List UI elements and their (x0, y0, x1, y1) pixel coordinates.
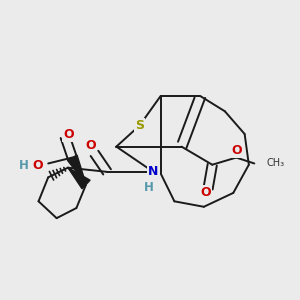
Text: H: H (144, 182, 154, 194)
Text: O: O (201, 186, 211, 199)
Text: O: O (86, 139, 96, 152)
Polygon shape (68, 168, 90, 189)
Polygon shape (67, 155, 86, 184)
Text: O: O (232, 143, 242, 157)
Text: O: O (63, 128, 74, 141)
Text: S: S (135, 119, 144, 132)
Text: N: N (148, 165, 159, 178)
Text: CH₃: CH₃ (266, 158, 284, 168)
Text: O: O (32, 159, 43, 172)
Text: H: H (19, 159, 29, 172)
